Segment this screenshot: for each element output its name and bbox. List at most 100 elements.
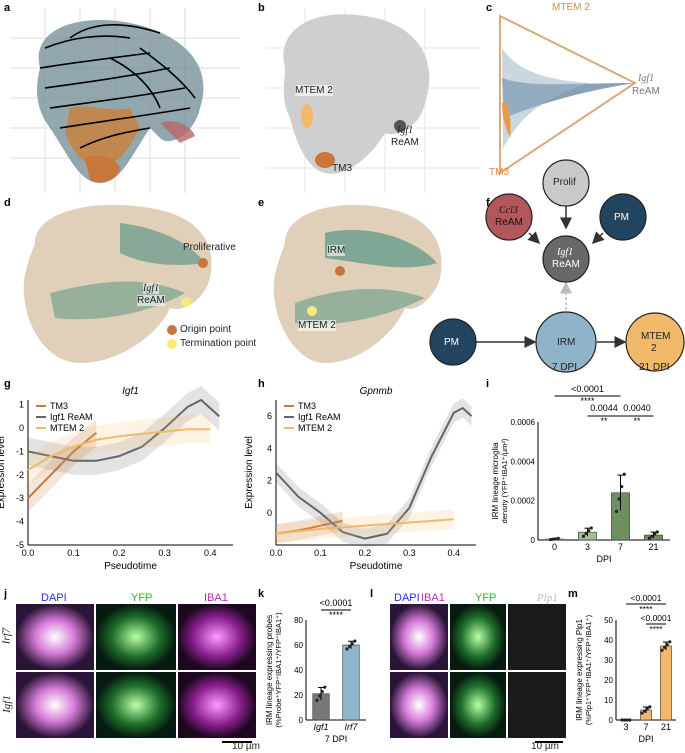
c-label-mtem2: MTEM 2 [552,2,590,13]
panel-label-b: b [258,2,265,14]
f-mtem-n: 2 [651,343,657,354]
e-label-irm: IRM [327,245,346,256]
series-line [275,406,473,540]
x-axis-label: 7 DPI [325,734,348,744]
legend-label: Igf1 ReAM [50,412,93,422]
panel-e-trajectories [273,204,442,363]
panel-label-e: e [258,197,265,209]
data-point [614,509,619,513]
f-prolif: Prolif [553,177,576,188]
x-tick-label: 7 [618,542,623,552]
panel-j-images [16,604,256,743]
data-point [348,644,352,648]
bar [660,645,672,721]
igf1-ream-cluster [394,120,406,132]
series-line [27,428,211,472]
data-point [650,534,654,538]
x-axis-label: Pseudotime [104,561,157,572]
y-tick-label: 0 [19,423,24,433]
b-label-mtem2: MTEM 2 [295,85,333,96]
y-tick-label: 10 [604,696,613,705]
x-tick-label: 0.4 [448,548,461,558]
y-tick-label: 0 [531,536,536,545]
y-tick-label: 0 [609,716,614,725]
data-point [653,532,657,536]
j-row2: Igf1 [0,695,13,713]
panel-i-chart: 0.0006 0.0004 0.0002 0 0 3 7 21 DPI IRM lineage m… [491,384,670,564]
y-tick-label: 60 [294,641,303,650]
y-tick-label: 80 [294,616,303,625]
y-axis-label-2: (%Plp1⁺YFP⁺IBA1⁺/YFP⁺IBA1⁺) [584,614,593,725]
l-scale: 10 µm [531,741,559,752]
y-tick-label: 40 [604,636,613,645]
y-axis-label: IRM lineage expressing probes [265,615,274,725]
f-dpi7: 7 DPI [552,362,578,373]
tm3-cluster [315,152,335,168]
data-point [548,538,553,542]
data-point [668,640,672,644]
legend-label: MTEM 2 [50,423,84,433]
y-tick-label: 40 [294,666,303,675]
d-legend-term-label: Termination point [180,338,257,349]
c-label-tm3: TM3 [489,167,509,178]
data-point [587,529,591,533]
data-point [665,643,669,647]
legend-label: MTEM 2 [298,423,332,433]
f-irm: IRM [557,337,576,348]
panel-g-chart: 1 0 -1 -2 -3 -4 -50.0 0.1 0.2 0.3 0.4 Pseudotime Exp… [0,385,233,572]
e-label-mtem2: MTEM 2 [298,320,336,331]
y-tick-label: 6 [267,411,272,421]
node-igf1-ream [542,235,590,283]
l-yfp: YFP [475,592,497,604]
mtem2-cluster [301,104,313,128]
e-origin-point [335,266,345,276]
f-ream2: ReAM [552,259,580,270]
sig-stars-3: ** [633,416,641,426]
data-point [323,685,327,689]
d-label-prolif: Proliferative [183,242,236,253]
x-tick-label: Igf1 [313,722,328,732]
panel-label-c: c [486,2,493,14]
panel-b-umap [265,8,480,193]
legend-label: TM3 [50,401,68,411]
j-row1: Irf7 [0,627,13,645]
x-axis-label: DPI [638,734,653,744]
data-point [625,718,629,722]
node-ccl3-ream [485,193,533,241]
panel-label-k: k [258,588,265,600]
d-label-igf1: Igf1 [143,283,160,294]
x-tick-label: 3 [585,542,590,552]
data-point [318,694,322,698]
b-label-igf1: Igf1 [397,125,414,136]
l-plp1: Plp1 [537,592,558,604]
sig-stars-1: **** [580,396,595,406]
series-band [28,385,220,475]
f-pm1: PM [614,212,629,223]
panel-label-f: f [486,197,490,209]
e-termination-point [307,306,317,316]
data-point [663,645,667,649]
data-point [620,718,624,722]
f-ream1: ReAM [495,217,523,228]
sig-stars-2: ** [600,416,608,426]
d-legend-termination [167,339,177,349]
x-axis-label: Pseudotime [350,561,403,572]
y-tick-label: 50 [604,616,613,625]
c-label-ream: ReAM [632,86,660,97]
d-legend-origin-label: Origin point [180,324,232,335]
f-pm2: PM [444,337,459,348]
data-point [589,526,593,530]
data-point [648,705,652,709]
y-axis-label: Expression level [0,436,7,509]
y-tick-label: -3 [16,493,24,503]
panel-label-m: m [568,588,578,600]
sig-stars-1: **** [639,604,653,614]
y-axis-label-2: (%Probe⁺YFP⁺IBA1⁺/YFP⁺IBA1⁺) [274,612,283,728]
f-mtem: MTEM [641,331,671,342]
x-tick-label: 0.1 [67,548,80,558]
d-origin-point [198,258,208,268]
p-value-2: 0.0044 [590,403,618,413]
panel-label-i: i [486,378,490,390]
panel-label-j: j [4,588,8,600]
p-value-3: 0.0040 [623,403,651,413]
